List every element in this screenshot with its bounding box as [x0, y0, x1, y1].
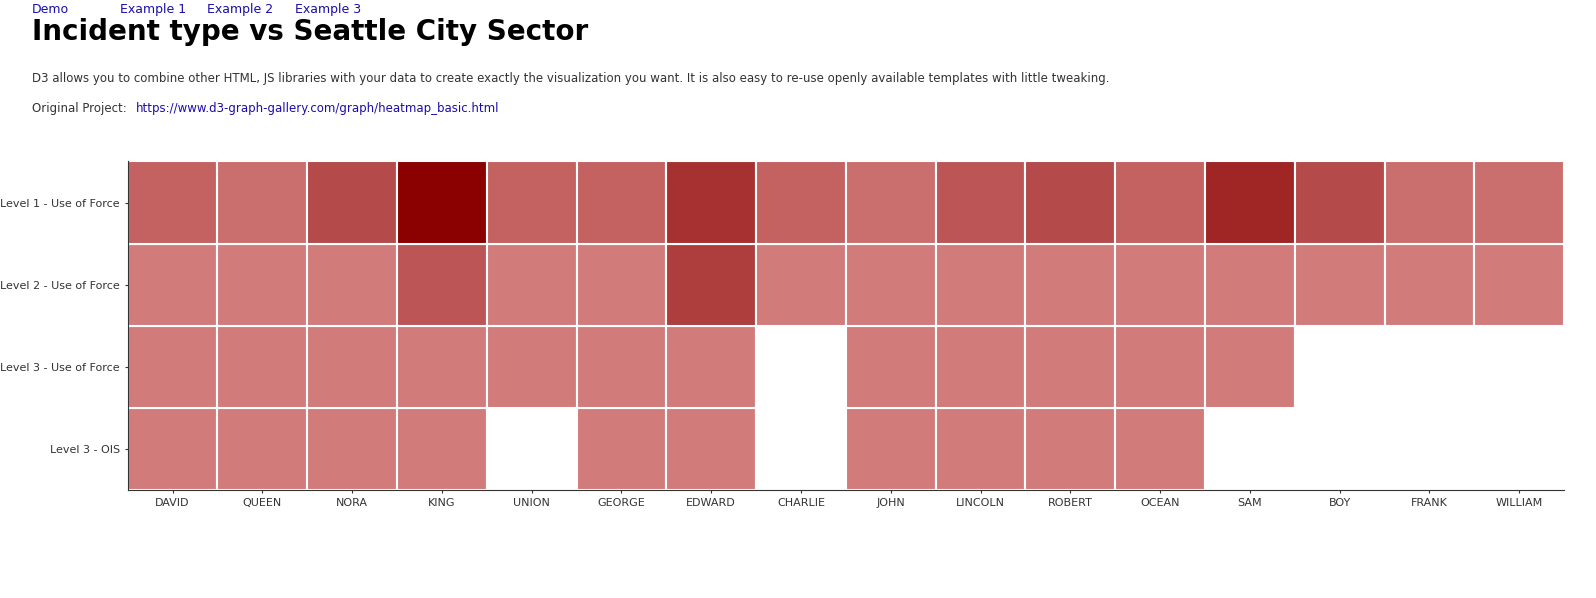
Bar — [217, 161, 306, 244]
Text: Demo: Demo — [32, 3, 69, 16]
Bar — [846, 326, 935, 408]
Bar — [935, 161, 1025, 244]
Bar — [1116, 161, 1205, 244]
Bar — [576, 244, 666, 326]
Bar — [1205, 408, 1294, 490]
Bar — [1205, 244, 1294, 326]
Text: https://www.d3-graph-gallery.com/graph/heatmap_basic.html: https://www.d3-graph-gallery.com/graph/h… — [136, 102, 500, 115]
Bar — [1384, 161, 1475, 244]
Bar — [1475, 408, 1564, 490]
Bar — [757, 161, 846, 244]
Bar — [128, 161, 217, 244]
Bar — [576, 408, 666, 490]
Bar — [1205, 161, 1294, 244]
Bar — [487, 244, 576, 326]
Bar — [1025, 326, 1116, 408]
Bar — [1294, 161, 1384, 244]
Bar — [1205, 326, 1294, 408]
Bar — [1025, 244, 1116, 326]
Bar — [128, 408, 217, 490]
Bar — [217, 326, 306, 408]
Bar — [397, 244, 487, 326]
Text: D3 allows you to combine other HTML, JS libraries with your data to create exact: D3 allows you to combine other HTML, JS … — [32, 72, 1109, 85]
Bar — [846, 408, 935, 490]
Bar — [1384, 326, 1475, 408]
Bar — [757, 244, 846, 326]
Bar — [1475, 244, 1564, 326]
Text: Incident type vs Seattle City Sector: Incident type vs Seattle City Sector — [32, 18, 589, 46]
Bar — [666, 326, 757, 408]
Bar — [306, 244, 397, 326]
Bar — [217, 408, 306, 490]
Bar — [306, 408, 397, 490]
Bar — [397, 326, 487, 408]
Bar — [1384, 244, 1475, 326]
Text: Example 3: Example 3 — [295, 3, 361, 16]
Bar — [128, 326, 217, 408]
Bar — [757, 408, 846, 490]
Bar — [487, 326, 576, 408]
Text: Example 1: Example 1 — [120, 3, 185, 16]
Bar — [935, 244, 1025, 326]
Bar — [666, 161, 757, 244]
Bar — [1116, 408, 1205, 490]
Bar — [1475, 326, 1564, 408]
Bar — [846, 244, 935, 326]
Bar — [487, 161, 576, 244]
Bar — [128, 244, 217, 326]
Bar — [1294, 326, 1384, 408]
Bar — [397, 161, 487, 244]
Bar — [306, 161, 397, 244]
Bar — [1025, 408, 1116, 490]
Bar — [1384, 408, 1475, 490]
Bar — [217, 244, 306, 326]
Text: Example 2: Example 2 — [207, 3, 273, 16]
Bar — [1475, 161, 1564, 244]
Bar — [935, 326, 1025, 408]
Bar — [1294, 244, 1384, 326]
Bar — [666, 408, 757, 490]
Bar — [1116, 244, 1205, 326]
Bar — [846, 161, 935, 244]
Bar — [757, 326, 846, 408]
Bar — [576, 161, 666, 244]
Bar — [935, 408, 1025, 490]
Bar — [306, 326, 397, 408]
Text: Original Project:: Original Project: — [32, 102, 131, 115]
Bar — [1294, 408, 1384, 490]
Bar — [576, 326, 666, 408]
Bar — [1025, 161, 1116, 244]
Bar — [1116, 326, 1205, 408]
Bar — [397, 408, 487, 490]
Bar — [487, 408, 576, 490]
Bar — [666, 244, 757, 326]
